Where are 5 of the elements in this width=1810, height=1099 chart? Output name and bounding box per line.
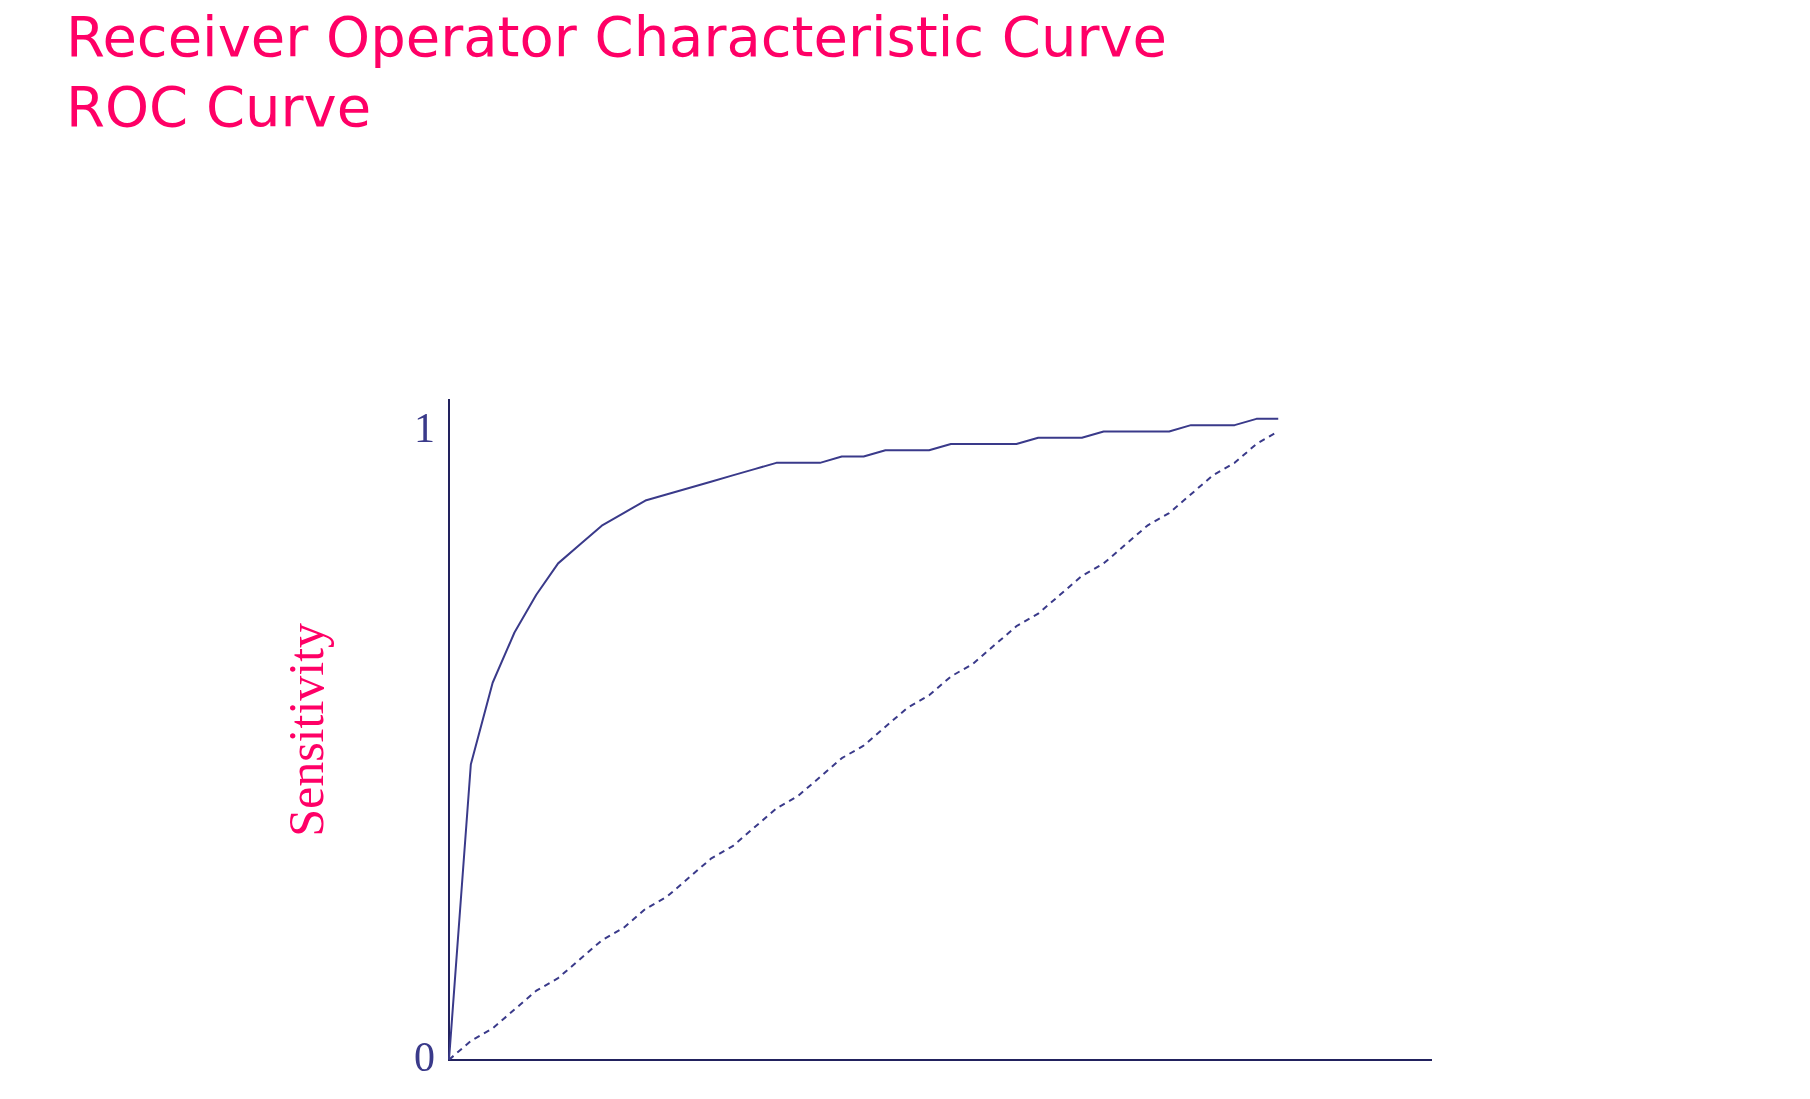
y-tick-label: 1 [414,405,435,452]
chart-subtitle: ROC Curve [66,73,373,141]
y-axis-title: Sensitivity [278,622,335,837]
y-tick-label: 0 [414,1033,435,1080]
chart-title: Receiver Operator Characteristic Curve [66,3,1168,71]
